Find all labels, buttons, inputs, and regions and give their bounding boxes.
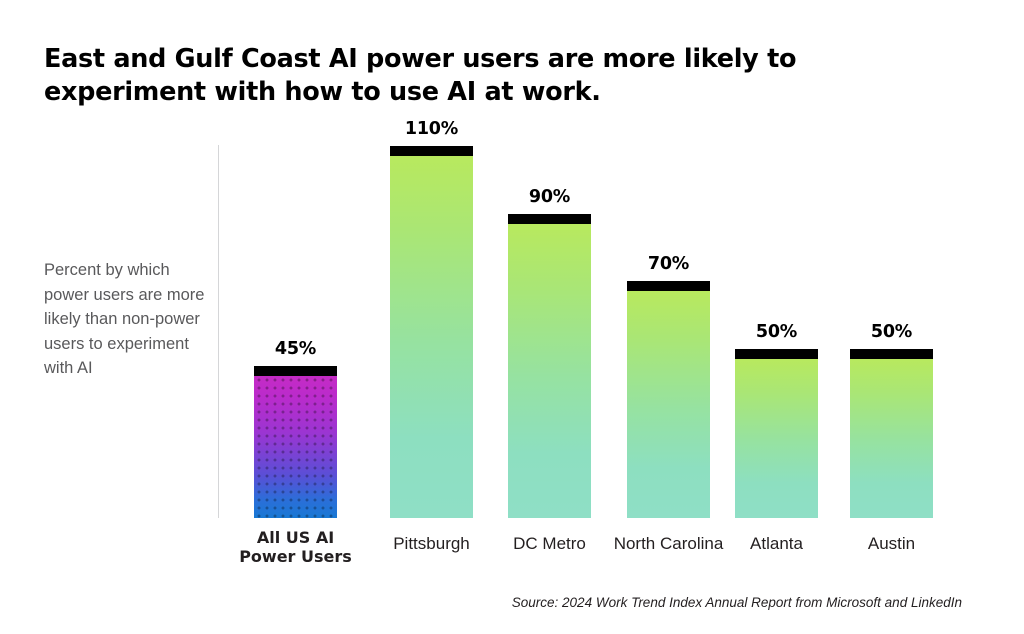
y-axis-description-label: Percent by which power users are more li…: [44, 261, 205, 377]
bar-value-label: 110%: [404, 119, 459, 139]
category-label-pittsburgh: Pittsburgh: [393, 534, 470, 553]
bar-dc-metro[interactable]: 90%: [508, 187, 591, 518]
bar-atlanta[interactable]: 50%: [735, 322, 818, 518]
bar-north-carolina[interactable]: 70%: [627, 254, 710, 518]
source-note: Source: 2024 Work Trend Index Annual Rep…: [511, 595, 962, 610]
bar-fill: [850, 359, 933, 518]
category-label-north-carolina: North Carolina: [613, 534, 724, 553]
bar-fill: [390, 156, 473, 518]
category-label-dc-metro: DC Metro: [513, 534, 586, 553]
bar-cap-marker: [508, 214, 591, 224]
bar-fill: [254, 376, 337, 518]
bar-cap-marker: [850, 349, 933, 359]
bar-fill: [508, 224, 591, 518]
category-label-atlanta: Atlanta: [750, 534, 803, 553]
bar-all-us-ai-power-users[interactable]: 45%: [254, 339, 337, 518]
bar-cap-marker: [390, 146, 473, 156]
category-label-all-us-ai-power-users: All US AI Power Users: [226, 528, 365, 566]
bar-cap-marker: [735, 349, 818, 359]
bar-fill: [735, 359, 818, 518]
bar-value-label: 70%: [647, 254, 690, 274]
bar-pittsburgh[interactable]: 110%: [390, 119, 473, 518]
bar-dot-pattern-overlay: [254, 376, 337, 518]
category-label-line-2: Power Users: [239, 547, 352, 566]
bar-value-label: 90%: [528, 187, 571, 207]
chart-title: East and Gulf Coast AI power users are m…: [44, 44, 797, 108]
bar-value-label: 45%: [274, 339, 317, 359]
bar-value-label: 50%: [755, 322, 798, 342]
bar-fill: [627, 291, 710, 518]
y-axis-line: [218, 145, 219, 518]
category-label-line-1: All US AI: [256, 528, 335, 547]
bar-cap-marker: [254, 366, 337, 376]
bar-cap-marker: [627, 281, 710, 291]
category-label-austin: Austin: [867, 534, 916, 553]
bar-value-label: 50%: [870, 322, 913, 342]
bar-austin[interactable]: 50%: [850, 322, 933, 518]
chart-plot-area: 45% All US AI Power Users 110% Pittsburgh 90%…: [218, 119, 963, 566]
